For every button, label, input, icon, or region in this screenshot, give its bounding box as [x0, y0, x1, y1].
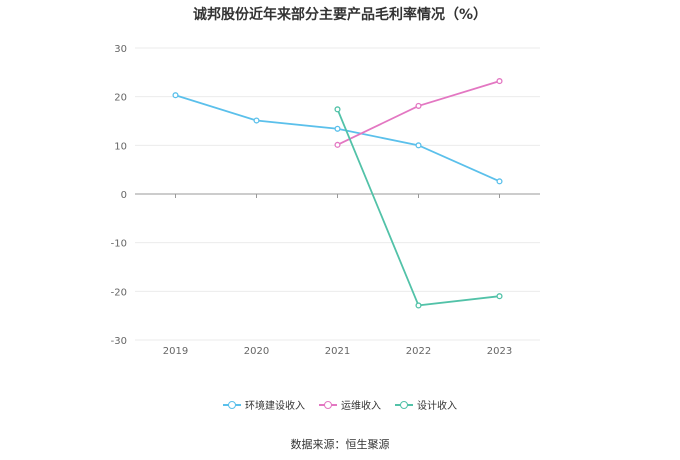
x-tick-label: 2021 — [325, 346, 350, 357]
axis-layer: 30 20 10 0 -10 -20 -30 2019 2020 2021 2022 2023 — [111, 44, 540, 357]
data-point — [415, 142, 422, 149]
legend-label: 环境建设收入 — [245, 401, 305, 412]
y-tick-label: 30 — [114, 44, 127, 55]
legend: 环境建设收入 运维收入 设计收入 — [0, 397, 680, 412]
y-tick-label: 20 — [114, 93, 127, 104]
data-point — [496, 293, 503, 300]
x-tick-label: 2020 — [244, 346, 269, 357]
legend-label: 设计收入 — [417, 401, 457, 412]
series-layer — [172, 78, 503, 309]
series-line — [336, 108, 500, 307]
data-point — [172, 92, 179, 99]
y-tick-label: 0 — [121, 190, 127, 201]
y-tick-label: -10 — [111, 239, 127, 250]
x-tick-label: 2022 — [406, 346, 431, 357]
legend-item[interactable]: 环境建设收入 — [223, 397, 305, 412]
data-point — [415, 302, 422, 309]
legend-swatch-icon — [395, 400, 413, 410]
legend-item[interactable]: 设计收入 — [395, 397, 457, 412]
series-line — [337, 80, 500, 146]
chart-title: 诚邦股份近年来部分主要产品毛利率情况（%） — [192, 7, 488, 23]
data-point — [334, 106, 341, 113]
data-point — [415, 102, 422, 109]
y-tick-label: 10 — [114, 141, 127, 152]
y-tick-label: -20 — [111, 287, 127, 298]
legend-label: 运维收入 — [341, 401, 381, 412]
legend-swatch-icon — [319, 400, 337, 410]
x-tick-label: 2019 — [163, 346, 188, 357]
plot-area: 30 20 10 0 -10 -20 -30 2019 2020 2021 2022 2023 — [111, 44, 540, 357]
x-tick-label: 2023 — [487, 346, 512, 357]
data-source: 数据来源：恒生聚源 — [290, 438, 390, 451]
legend-item[interactable]: 运维收入 — [319, 397, 381, 412]
data-point — [253, 117, 260, 124]
data-point — [334, 141, 341, 148]
data-point — [496, 78, 503, 85]
legend-swatch-icon — [223, 400, 241, 410]
data-point — [334, 125, 341, 132]
data-point — [496, 178, 503, 185]
y-tick-label: -30 — [111, 336, 127, 347]
